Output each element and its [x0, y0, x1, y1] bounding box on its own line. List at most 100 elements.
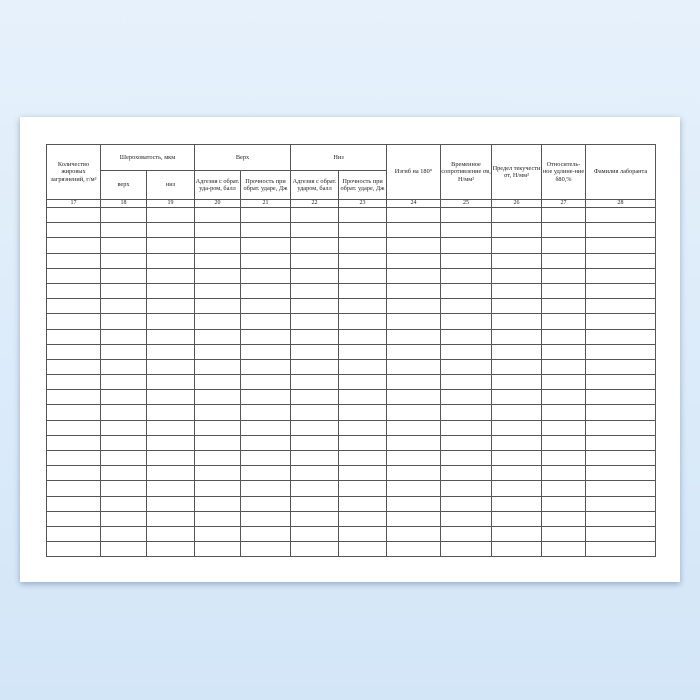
table-cell: [194, 465, 241, 482]
table-cell: [338, 343, 388, 360]
table-cell: [386, 541, 442, 558]
table-cell: [146, 313, 195, 330]
table-cell: [386, 298, 442, 315]
table-cell: [541, 298, 587, 315]
table-cell: [100, 237, 147, 254]
table-cell: [440, 389, 493, 406]
table-cell: [290, 237, 340, 254]
column-number: 24: [386, 199, 442, 208]
table-cell: [46, 541, 101, 558]
table-cell: [46, 449, 101, 467]
table-cell: [290, 404, 340, 421]
table-cell: [338, 525, 388, 543]
table-cell: [290, 495, 340, 512]
table-cell: [194, 343, 241, 360]
table-cell: [146, 419, 195, 436]
table-cell: [290, 328, 340, 345]
table-cell: [194, 206, 241, 224]
table-cell: [46, 328, 101, 345]
table-cell: [386, 419, 442, 436]
table-cell: [194, 510, 241, 527]
table-cell: [194, 267, 241, 284]
table-cell: [290, 358, 340, 376]
column-number: 21: [239, 199, 292, 208]
table-cell: [440, 449, 493, 467]
table-cell: [386, 252, 442, 269]
column-number: 19: [146, 199, 195, 208]
column-number-row: 17 18 19 20 21 22 23 24 25 26 27 28: [46, 199, 657, 208]
table-cell: [46, 237, 101, 254]
table-row: [46, 237, 657, 254]
table-cell: [239, 313, 292, 330]
table-cell: [100, 282, 147, 300]
header-top-adhesion: Адгезия с обрат. уда-ром, балл: [194, 170, 241, 200]
table-cell: [239, 374, 292, 391]
table-cell: [239, 282, 292, 300]
table-cell: [46, 510, 101, 527]
table-cell: [386, 313, 442, 330]
table-cell: [100, 328, 147, 345]
table-row: [46, 328, 657, 345]
table-cell: [440, 313, 493, 330]
table-cell: [541, 419, 587, 436]
table-cell: [491, 389, 543, 406]
table-cell: [100, 404, 147, 421]
table-cell: [338, 374, 388, 391]
table-cell: [338, 449, 388, 467]
table-cell: [386, 495, 442, 512]
table-cell: [585, 541, 657, 558]
table-cell: [440, 434, 493, 452]
table-cell: [338, 267, 388, 284]
table-row: [46, 404, 657, 421]
table-cell: [386, 510, 442, 527]
table-cell: [541, 358, 587, 376]
table-cell: [541, 404, 587, 421]
table-cell: [338, 419, 388, 436]
table-cell: [440, 480, 493, 497]
table-cell: [541, 480, 587, 497]
table-cell: [541, 541, 587, 558]
table-cell: [491, 222, 543, 239]
table-cell: [146, 252, 195, 269]
table-cell: [491, 358, 543, 376]
table-cell: [239, 525, 292, 543]
table-cell: [541, 374, 587, 391]
table-cell: [194, 282, 241, 300]
table-cell: [46, 282, 101, 300]
table-cell: [290, 389, 340, 406]
table-cell: [146, 480, 195, 497]
column-number: 28: [585, 199, 657, 208]
table-cell: [194, 404, 241, 421]
table-cell: [146, 449, 195, 467]
table-cell: [290, 480, 340, 497]
header-bottom-strength: Прочность при обрат. ударе, Дж: [338, 170, 388, 200]
table-cell: [440, 237, 493, 254]
table-cell: [239, 237, 292, 254]
table-cell: [338, 252, 388, 269]
table-cell: [100, 374, 147, 391]
table-cell: [386, 389, 442, 406]
table-cell: [541, 313, 587, 330]
table-cell: [585, 374, 657, 391]
table-row: [46, 358, 657, 376]
table-cell: [194, 495, 241, 512]
table-row: [46, 434, 657, 452]
table-cell: [100, 267, 147, 284]
header-fat-contamination: Количество жировых загрязнений, г/м²: [46, 144, 101, 200]
table-cell: [491, 541, 543, 558]
table-cell: [440, 328, 493, 345]
table-cell: [239, 222, 292, 239]
table-cell: [194, 389, 241, 406]
table-cell: [290, 510, 340, 527]
table-cell: [290, 206, 340, 224]
table-cell: [239, 495, 292, 512]
table-cell: [290, 465, 340, 482]
table-cell: [146, 328, 195, 345]
table-row: [46, 267, 657, 284]
table-cell: [100, 358, 147, 376]
table-cell: [239, 419, 292, 436]
table-cell: [386, 358, 442, 376]
header-bottom: Низ: [290, 144, 388, 171]
table-cell: [100, 298, 147, 315]
table-cell: [290, 298, 340, 315]
